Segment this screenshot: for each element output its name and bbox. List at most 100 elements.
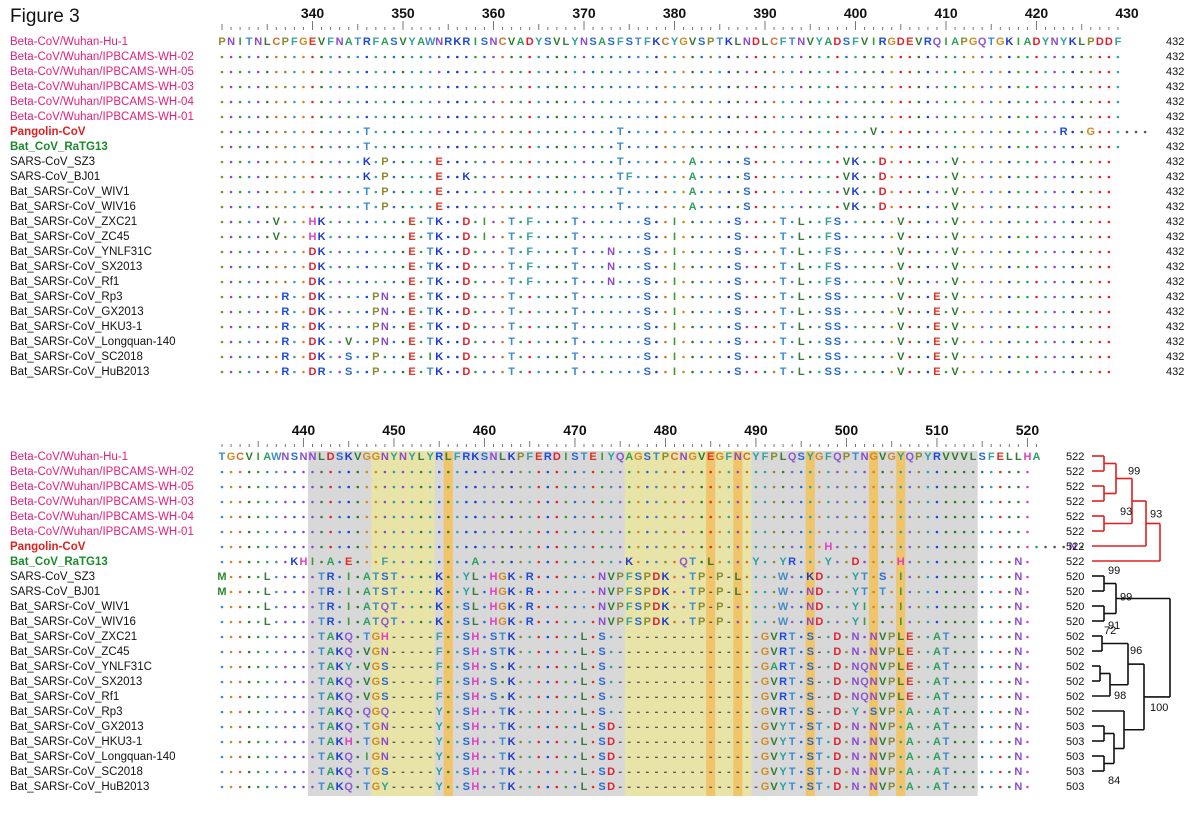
residue-dot [609, 695, 613, 699]
residue: S [490, 631, 497, 643]
residue-dot [401, 545, 405, 549]
residue: K [336, 721, 344, 733]
residue-dot [1134, 130, 1138, 134]
residue-dot [627, 310, 631, 314]
residue-dot [238, 295, 242, 299]
residue-dot [546, 725, 550, 729]
residue-dot [374, 145, 378, 149]
residue-dot [229, 340, 233, 344]
residue-dot [501, 235, 504, 239]
residue: T [246, 36, 253, 48]
residue: R [779, 661, 787, 673]
residue-dot [446, 100, 450, 104]
residue-dot [582, 530, 586, 534]
residue-dot [265, 190, 269, 194]
residue: S [743, 186, 750, 198]
residue-dot [247, 755, 251, 759]
residue-dot [564, 560, 568, 564]
residue-dot [591, 265, 595, 269]
residue-dot [827, 785, 830, 789]
residue: F [526, 231, 533, 243]
residue-dot [537, 545, 541, 549]
residue-dot [989, 190, 993, 194]
residue-dot [845, 265, 848, 269]
residue-dot [637, 340, 640, 344]
residue: Y [436, 781, 444, 793]
residue-dot [275, 160, 278, 164]
residue-dot [1071, 250, 1074, 254]
residue-dot [700, 205, 703, 209]
residue-dot [971, 545, 975, 549]
residue-dot [1008, 205, 1011, 209]
residue: P [888, 766, 895, 778]
residue-dot [1035, 115, 1038, 119]
residue: - [673, 736, 677, 748]
residue-dot [790, 175, 794, 179]
residue-dot [374, 280, 378, 284]
residue-dot [718, 545, 722, 549]
residue-dot [908, 575, 912, 579]
residue-dot [872, 545, 875, 549]
residue-dot [293, 485, 296, 489]
residue-dot [609, 560, 613, 564]
residue: - [401, 676, 405, 688]
residue: W [778, 601, 789, 613]
residue: - [392, 766, 396, 778]
residue-dot [618, 515, 622, 519]
residue: - [682, 631, 686, 643]
residue-dot [926, 280, 930, 284]
residue-dot [338, 130, 341, 134]
residue-dot [446, 70, 450, 74]
residue-dot [1098, 100, 1102, 104]
residue-dot [256, 100, 260, 104]
residue: Y [571, 36, 579, 48]
residue-dot [329, 145, 332, 149]
residue: P [662, 451, 669, 463]
residue-dot [917, 650, 921, 654]
residue-dot [537, 295, 541, 299]
residue: V [245, 451, 253, 463]
residue-dot [944, 620, 948, 624]
residue-dot [474, 500, 477, 504]
residue-dot [637, 190, 640, 194]
sequence-end-position: 522 [1066, 511, 1084, 523]
residue-dot [311, 100, 314, 104]
residue-dot [365, 250, 369, 254]
residue-dot [836, 485, 839, 489]
residue-dot [664, 470, 667, 474]
residue-dot [664, 85, 667, 89]
residue-dot [854, 500, 857, 504]
residue: L [734, 36, 741, 48]
sequence-end-position: 503 [1066, 766, 1084, 778]
residue-dot [1080, 325, 1084, 329]
residue-dot [1080, 175, 1084, 179]
residue-dot [1062, 545, 1065, 549]
residue: K [318, 291, 326, 303]
residue-dot [229, 145, 233, 149]
residue: K [290, 556, 298, 568]
residue-dot [392, 190, 396, 194]
residue: D [607, 766, 615, 778]
residue-dot [456, 205, 459, 209]
residue: Y [852, 571, 860, 583]
residue-dot [501, 280, 504, 284]
residue-dot [591, 635, 595, 639]
residue-dot [329, 545, 332, 549]
residue: R [526, 571, 534, 583]
residue-dot [573, 190, 577, 194]
residue: N [580, 36, 588, 48]
residue-dot [999, 770, 1002, 774]
residue-dot [609, 680, 613, 684]
residue-dot [917, 235, 921, 239]
residue-dot [673, 115, 676, 119]
residue: S [825, 321, 832, 333]
residue-dot [908, 530, 912, 534]
residue: S [834, 276, 841, 288]
residue-dot [908, 370, 912, 374]
residue-dot [220, 220, 224, 224]
residue-dot [999, 160, 1002, 164]
residue-dot [808, 325, 812, 329]
sequence-name: Beta-CoV/Wuhan/IPBCAMS-WH-02 [10, 51, 194, 63]
